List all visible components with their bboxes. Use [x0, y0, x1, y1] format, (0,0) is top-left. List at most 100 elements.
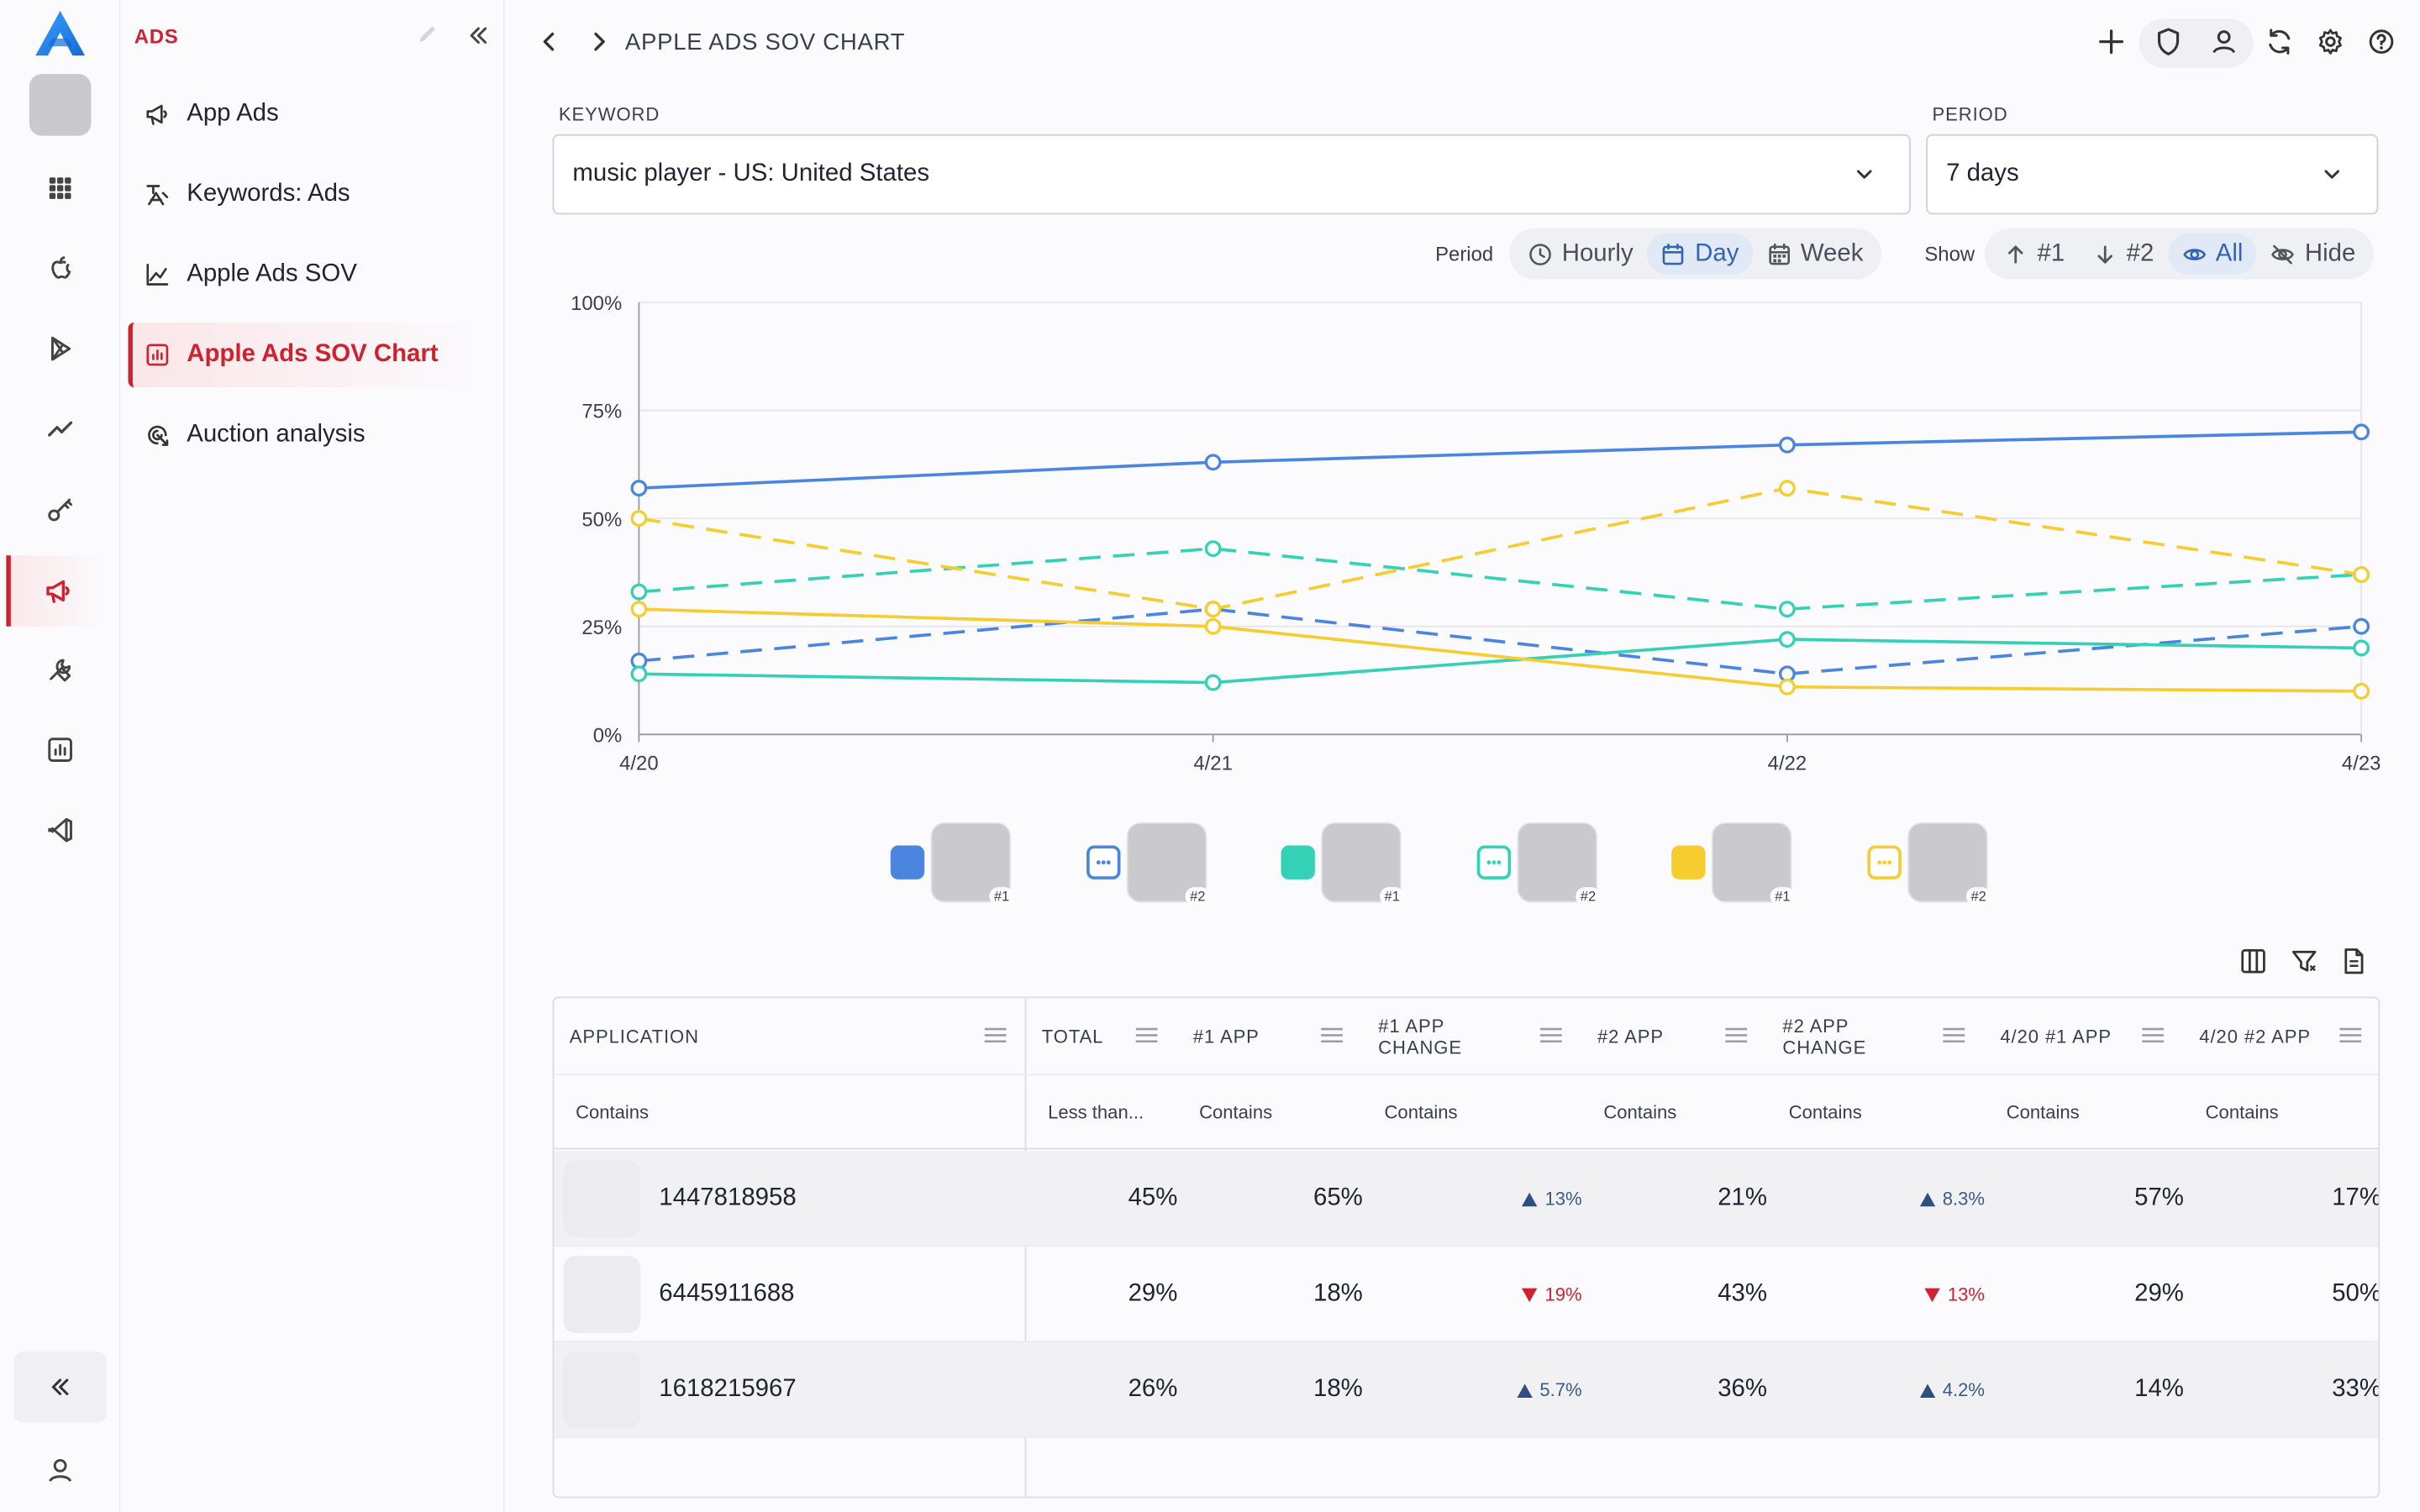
refresh-icon[interactable] — [2263, 24, 2296, 58]
table-row[interactable]: 1447818958 45% 65% 13% 21% 8.3% 57% 17% — [554, 1151, 2379, 1247]
series-point-0[interactable] — [630, 480, 648, 497]
legend-item[interactable]: #1 — [1281, 822, 1419, 906]
apple-icon[interactable] — [29, 238, 91, 299]
collapse-rail-button[interactable] — [13, 1351, 107, 1423]
table-cell-total: 29% — [1026, 1247, 1178, 1342]
column-header[interactable]: #1 APP CHANGE — [1362, 998, 1582, 1076]
chevron-left-icon[interactable] — [537, 29, 561, 54]
series-point-5[interactable] — [1778, 480, 1796, 497]
keyword-select[interactable]: music player - US: United States — [552, 134, 1911, 215]
help-icon[interactable] — [2365, 24, 2398, 58]
column-header[interactable]: 4/20 #1 APP — [1984, 998, 2184, 1076]
column-header[interactable]: #2 APP CHANGE — [1767, 998, 1985, 1076]
column-header[interactable]: APPLICATION — [554, 998, 1027, 1076]
series-point-4[interactable] — [2353, 682, 2370, 700]
app-id[interactable]: 6445911688 — [659, 1280, 795, 1307]
show-option-1[interactable]: #1 — [1990, 233, 2079, 275]
column-filter-input[interactable]: Contains — [554, 1075, 1027, 1150]
series-point-2[interactable] — [630, 665, 648, 683]
user-icon[interactable] — [2207, 24, 2240, 58]
table-cell-app1-change: 13% — [1363, 1151, 1582, 1247]
tools-icon[interactable] — [29, 638, 91, 700]
column-filter-input[interactable]: Contains — [1581, 1075, 1768, 1150]
shield-icon[interactable] — [2151, 24, 2185, 58]
collapse-subnav-icon[interactable] — [465, 22, 492, 50]
column-header[interactable]: #1 APP — [1177, 998, 1363, 1076]
workspace-avatar[interactable] — [29, 74, 92, 136]
table-row[interactable]: 1618215967 26% 18% 5.7% 36% 4.2% 14% 33% — [554, 1341, 2379, 1438]
legend-item[interactable]: #2 — [1867, 822, 2006, 906]
period-select[interactable]: 7 days — [1926, 134, 2379, 215]
app-id[interactable]: 1618215967 — [659, 1376, 797, 1403]
table-row[interactable]: 6445911688 29% 18% 19% 43% 13% 29% 50% — [554, 1247, 2379, 1342]
column-menu-icon[interactable] — [1539, 1026, 1563, 1044]
column-header[interactable]: #2 APP — [1581, 998, 1768, 1076]
series-point-4[interactable] — [630, 601, 648, 618]
column-filter-input[interactable]: Contains — [1362, 1075, 1582, 1150]
filter-icon[interactable] — [2289, 946, 2320, 977]
series-point-2[interactable] — [1204, 674, 1222, 691]
pencil-icon[interactable] — [415, 22, 439, 46]
show-option-hide[interactable]: Hide — [2257, 233, 2370, 275]
period-option-hourly[interactable]: Hourly — [1514, 233, 1647, 275]
nav-item-apple-ads-sov[interactable]: Apple Ads SOV — [128, 242, 480, 307]
plus-icon[interactable] — [2094, 24, 2128, 58]
series-point-4[interactable] — [1778, 678, 1796, 696]
column-menu-icon[interactable] — [1134, 1026, 1159, 1044]
series-point-0[interactable] — [2353, 423, 2370, 441]
column-menu-icon[interactable] — [1724, 1026, 1749, 1044]
cell-value: 45% — [1128, 1184, 1178, 1211]
legend-item[interactable]: #1 — [1671, 822, 1810, 906]
nav-item-auction-analysis[interactable]: Auction analysis — [128, 402, 480, 467]
report-icon[interactable] — [29, 719, 91, 780]
column-header[interactable]: TOTAL — [1026, 998, 1178, 1076]
play-store-icon[interactable] — [29, 318, 91, 379]
nav-item-app-ads[interactable]: App Ads — [128, 81, 480, 146]
show-option-2[interactable]: #2 — [2079, 233, 2168, 275]
column-filter-input[interactable]: Less than... — [1026, 1075, 1178, 1150]
export-icon[interactable] — [2338, 946, 2370, 977]
nav-item-keywords-ads[interactable]: Keywords: Ads — [128, 162, 480, 227]
series-point-1[interactable] — [2353, 617, 2370, 635]
series-point-5[interactable] — [630, 510, 648, 528]
chevron-right-icon[interactable] — [587, 29, 611, 54]
columns-icon[interactable] — [2238, 946, 2269, 977]
vscode-icon[interactable] — [29, 799, 91, 860]
series-point-3[interactable] — [1204, 540, 1222, 558]
series-point-0[interactable] — [1778, 436, 1796, 454]
series-point-4[interactable] — [1204, 617, 1222, 635]
legend-item[interactable]: #1 — [890, 822, 1029, 906]
ads-megaphone-icon[interactable] — [6, 555, 105, 627]
app-id[interactable]: 1447818958 — [659, 1184, 797, 1211]
app-logo-icon[interactable] — [34, 9, 86, 59]
column-menu-icon[interactable] — [983, 1026, 1007, 1044]
series-point-3[interactable] — [1778, 601, 1796, 618]
column-header[interactable]: 4/20 #2 APP — [2183, 998, 2379, 1076]
series-point-2[interactable] — [1778, 631, 1796, 648]
column-menu-icon[interactable] — [1319, 1026, 1344, 1044]
grid-icon[interactable] — [29, 157, 91, 218]
legend-item[interactable]: #2 — [1086, 822, 1225, 906]
series-point-0[interactable] — [1204, 454, 1222, 471]
nav-item-apple-ads-sov-chart[interactable]: Apple Ads SOV Chart — [128, 322, 481, 388]
series-point-5[interactable] — [1204, 601, 1222, 618]
series-point-3[interactable] — [630, 583, 648, 601]
cell-value: 43% — [1718, 1280, 1768, 1307]
key-icon[interactable] — [29, 478, 91, 539]
user-profile-icon[interactable] — [45, 1455, 76, 1486]
column-filter-input[interactable]: Contains — [1767, 1075, 1985, 1150]
column-menu-icon[interactable] — [1942, 1026, 1966, 1044]
column-menu-icon[interactable] — [2141, 1026, 2165, 1044]
trend-icon[interactable] — [29, 398, 91, 459]
column-filter-input[interactable]: Contains — [2183, 1075, 2379, 1150]
column-filter-input[interactable]: Contains — [1984, 1075, 2184, 1150]
show-option-all[interactable]: All — [2167, 233, 2257, 275]
series-point-5[interactable] — [2353, 566, 2370, 583]
column-filter-input[interactable]: Contains — [1177, 1075, 1363, 1150]
period-option-day[interactable]: Day — [1647, 233, 1753, 275]
legend-item[interactable]: #2 — [1476, 822, 1616, 906]
series-point-2[interactable] — [2353, 639, 2370, 657]
column-menu-icon[interactable] — [2338, 1026, 2363, 1044]
gear-icon[interactable] — [2313, 24, 2347, 58]
period-option-week[interactable]: Week — [1753, 233, 1877, 275]
